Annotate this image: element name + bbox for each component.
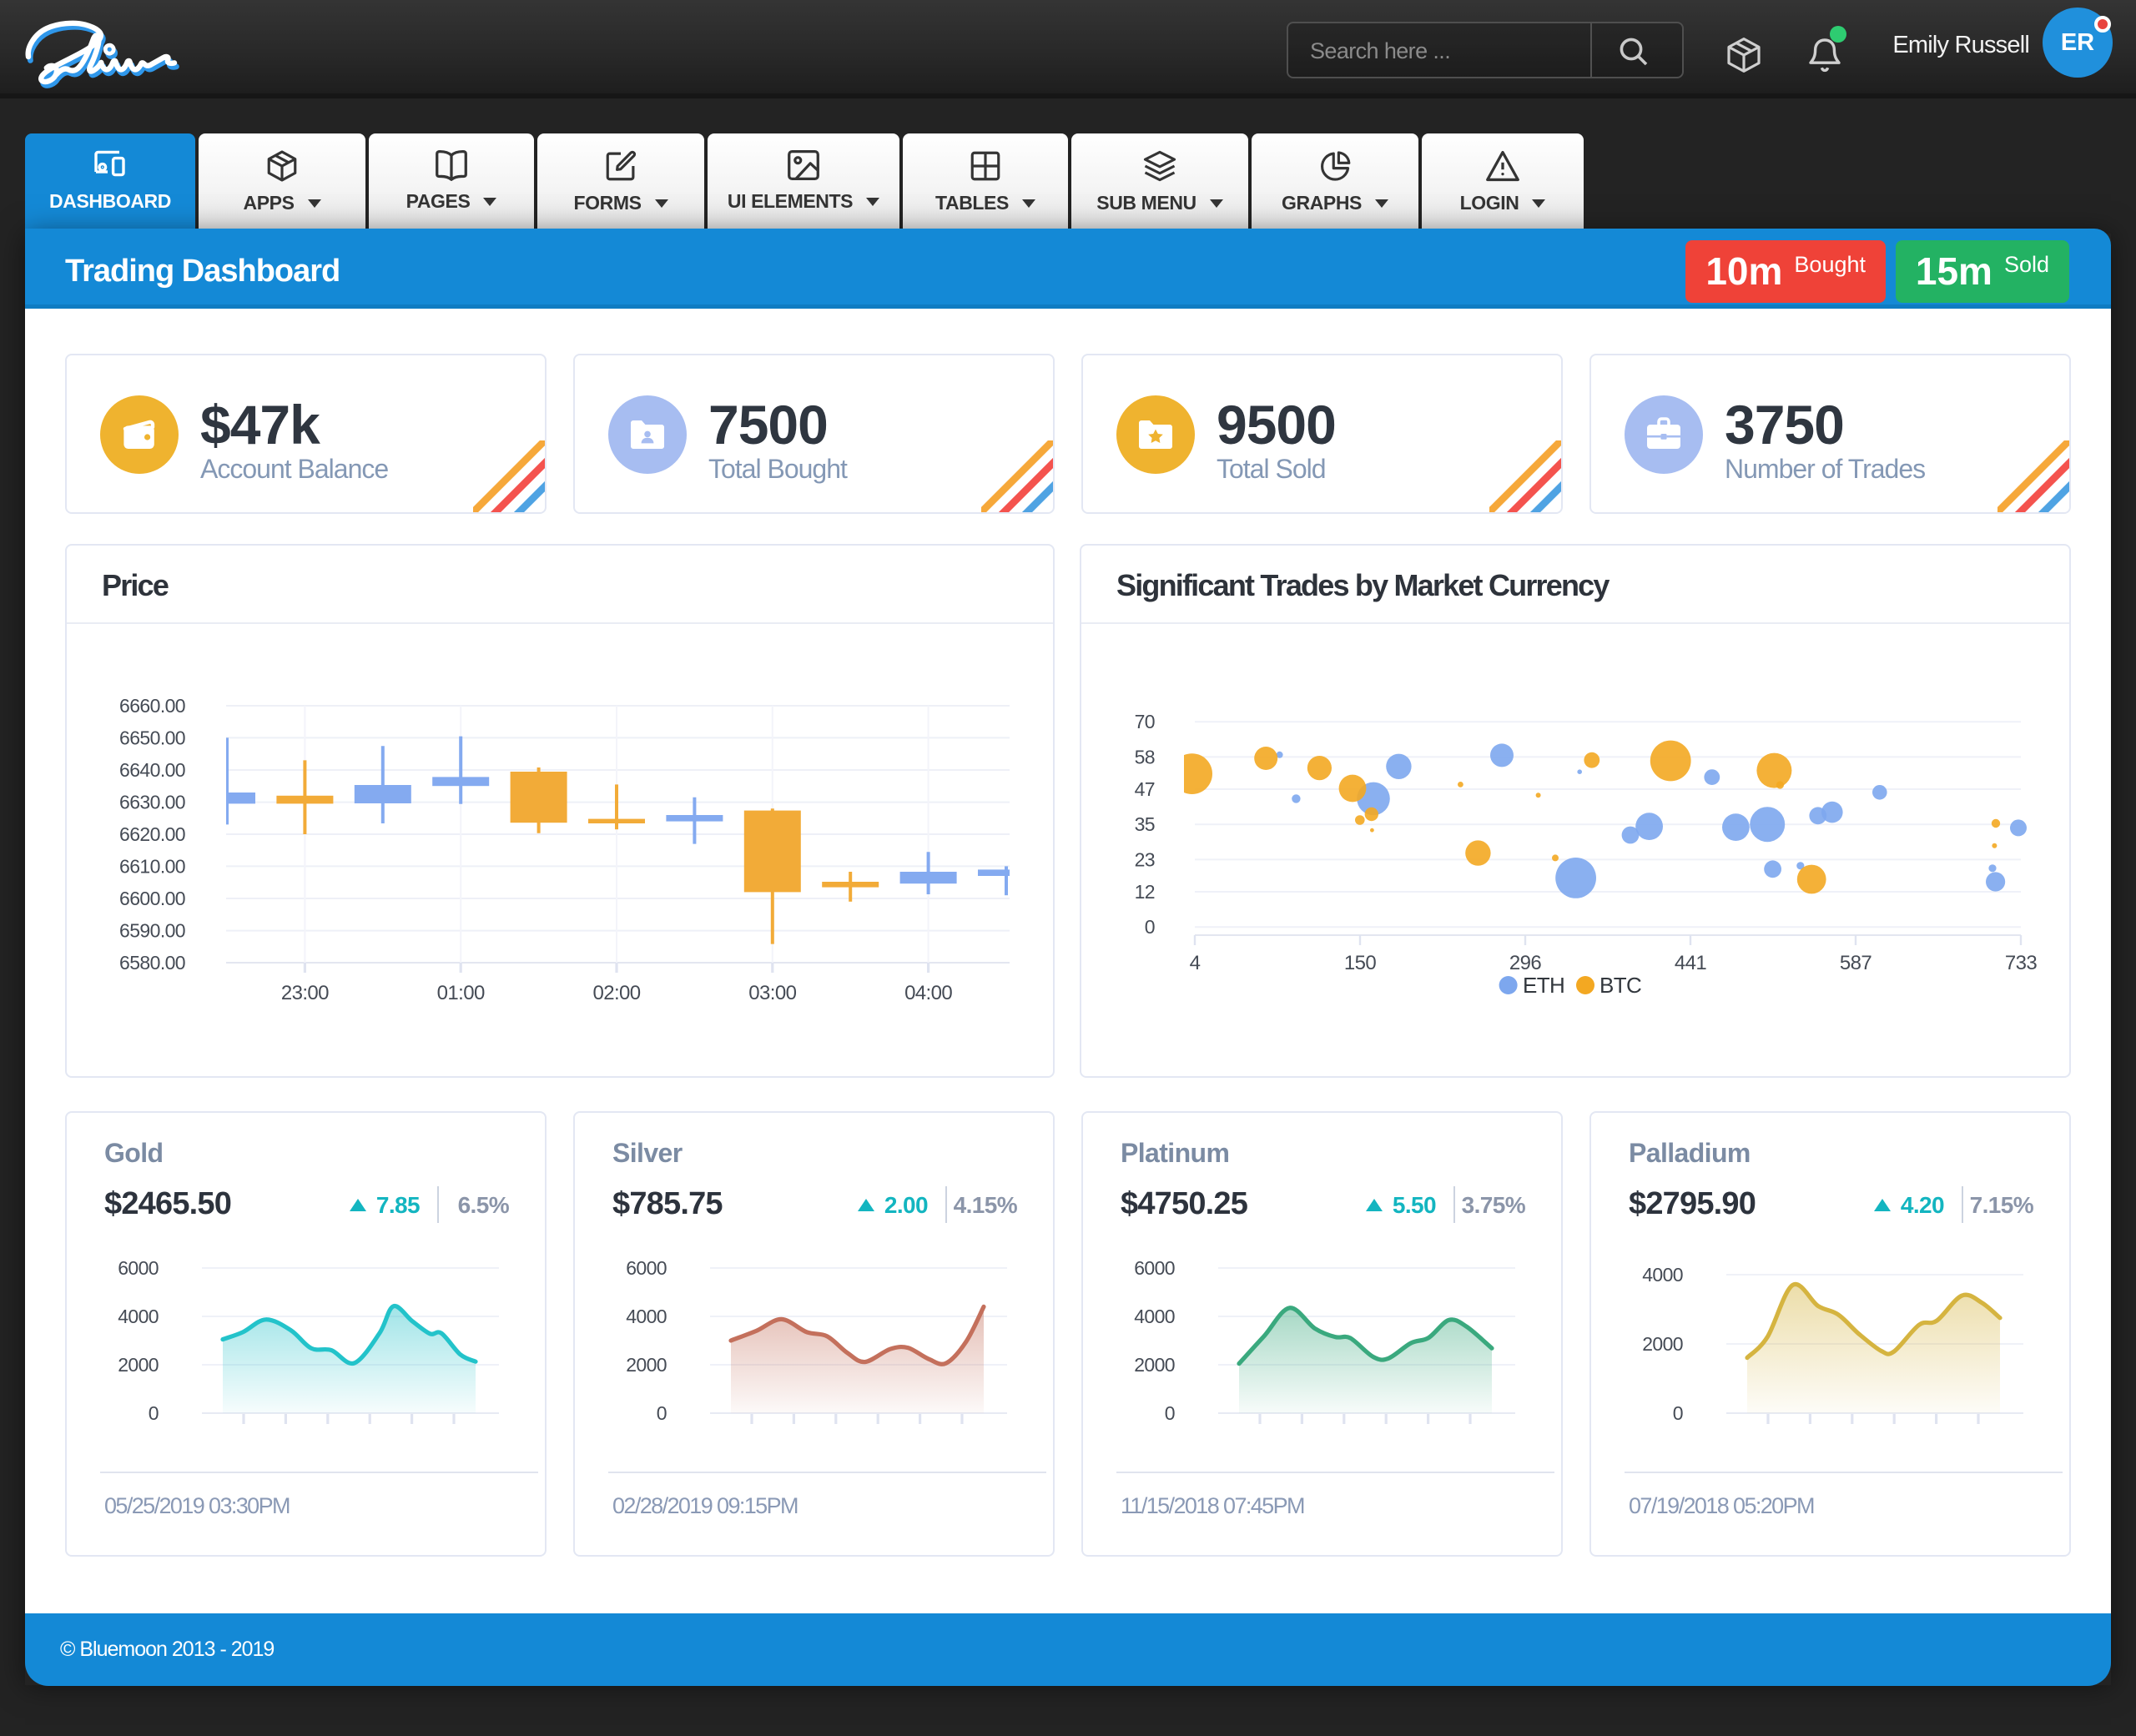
svg-text:01:00: 01:00 <box>437 982 485 1004</box>
svg-text:296: 296 <box>1509 952 1541 974</box>
svg-text:6590.00: 6590.00 <box>119 920 185 942</box>
svg-text:47: 47 <box>1135 778 1155 800</box>
svg-text:150: 150 <box>1344 952 1376 974</box>
svg-text:2000: 2000 <box>626 1354 667 1376</box>
svg-text:6610.00: 6610.00 <box>119 855 185 877</box>
svg-text:23:00: 23:00 <box>281 982 329 1004</box>
svg-text:2000: 2000 <box>118 1354 159 1376</box>
svg-text:0: 0 <box>149 1402 159 1424</box>
svg-text:23: 23 <box>1135 848 1155 870</box>
svg-text:6660.00: 6660.00 <box>119 695 185 717</box>
svg-text:6650.00: 6650.00 <box>119 727 185 748</box>
svg-text:4: 4 <box>1190 952 1201 974</box>
svg-text:2000: 2000 <box>1642 1333 1683 1355</box>
svg-text:6620.00: 6620.00 <box>119 823 185 845</box>
svg-text:733: 733 <box>2005 952 2037 974</box>
svg-text:4000: 4000 <box>1134 1306 1175 1327</box>
svg-text:0: 0 <box>1165 1402 1175 1424</box>
svg-text:6000: 6000 <box>118 1257 159 1279</box>
svg-text:70: 70 <box>1135 711 1155 732</box>
svg-text:6000: 6000 <box>1134 1257 1175 1279</box>
svg-text:6640.00: 6640.00 <box>119 759 185 781</box>
svg-text:6630.00: 6630.00 <box>119 792 185 813</box>
svg-text:BTC: BTC <box>1599 973 1641 998</box>
svg-text:58: 58 <box>1135 746 1155 767</box>
svg-text:4000: 4000 <box>118 1306 159 1327</box>
svg-text:35: 35 <box>1135 813 1155 835</box>
svg-text:0: 0 <box>657 1402 667 1424</box>
svg-text:04:00: 04:00 <box>904 982 952 1004</box>
svg-text:2000: 2000 <box>1134 1354 1175 1376</box>
svg-text:6580.00: 6580.00 <box>119 952 185 974</box>
svg-text:0: 0 <box>1673 1402 1683 1424</box>
svg-text:ETH: ETH <box>1523 973 1564 998</box>
svg-text:6000: 6000 <box>626 1257 667 1279</box>
svg-text:03:00: 03:00 <box>748 982 796 1004</box>
svg-text:441: 441 <box>1675 952 1706 974</box>
svg-text:12: 12 <box>1135 881 1155 903</box>
svg-text:4000: 4000 <box>626 1306 667 1327</box>
svg-text:587: 587 <box>1840 952 1872 974</box>
svg-text:02:00: 02:00 <box>592 982 640 1004</box>
svg-text:6600.00: 6600.00 <box>119 888 185 909</box>
svg-text:4000: 4000 <box>1642 1264 1683 1286</box>
svg-text:0: 0 <box>1145 916 1155 938</box>
